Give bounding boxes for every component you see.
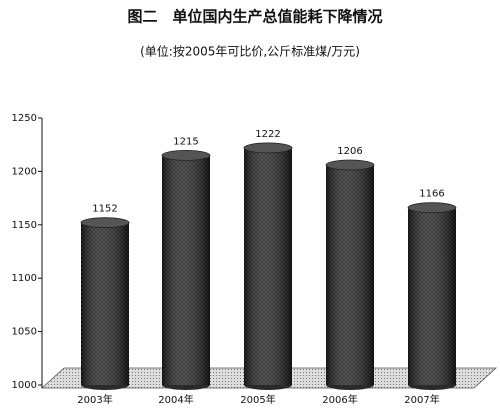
x-tick-label: 2007年 [404,393,439,406]
bar-shade [408,207,456,385]
x-tick-label: 2003年 [77,393,112,406]
bar-shade [81,222,129,385]
bar-top [325,159,375,171]
bar-top [407,202,457,214]
bar-shade [244,147,292,385]
chart-subtitle: (单位:按2005年可比价,公斤标准煤/万元) [140,44,360,59]
bar-shade [162,155,210,385]
data-label: 1166 [419,189,444,200]
bar-shade [326,164,374,385]
bar-top [243,142,293,154]
data-label: 1152 [92,204,117,215]
x-tick-label: 2006年 [322,393,357,406]
y-tick-label: 1000 [12,380,37,391]
y-tick-label: 1250 [12,113,37,124]
data-label: 1206 [337,146,362,157]
bar-top [161,149,211,161]
x-tick-label: 2004年 [158,393,193,406]
data-label: 1215 [173,136,198,147]
data-label: 1222 [255,129,280,140]
x-tick-label: 2005年 [240,393,275,406]
y-tick-label: 1200 [12,166,37,177]
y-tick-label: 1100 [12,273,37,284]
chart-title: 图二 单位国内生产总值能耗下降情况 [127,8,382,26]
bar-top [80,217,130,229]
y-tick-label: 1150 [12,220,37,231]
y-tick-label: 1050 [12,327,37,338]
